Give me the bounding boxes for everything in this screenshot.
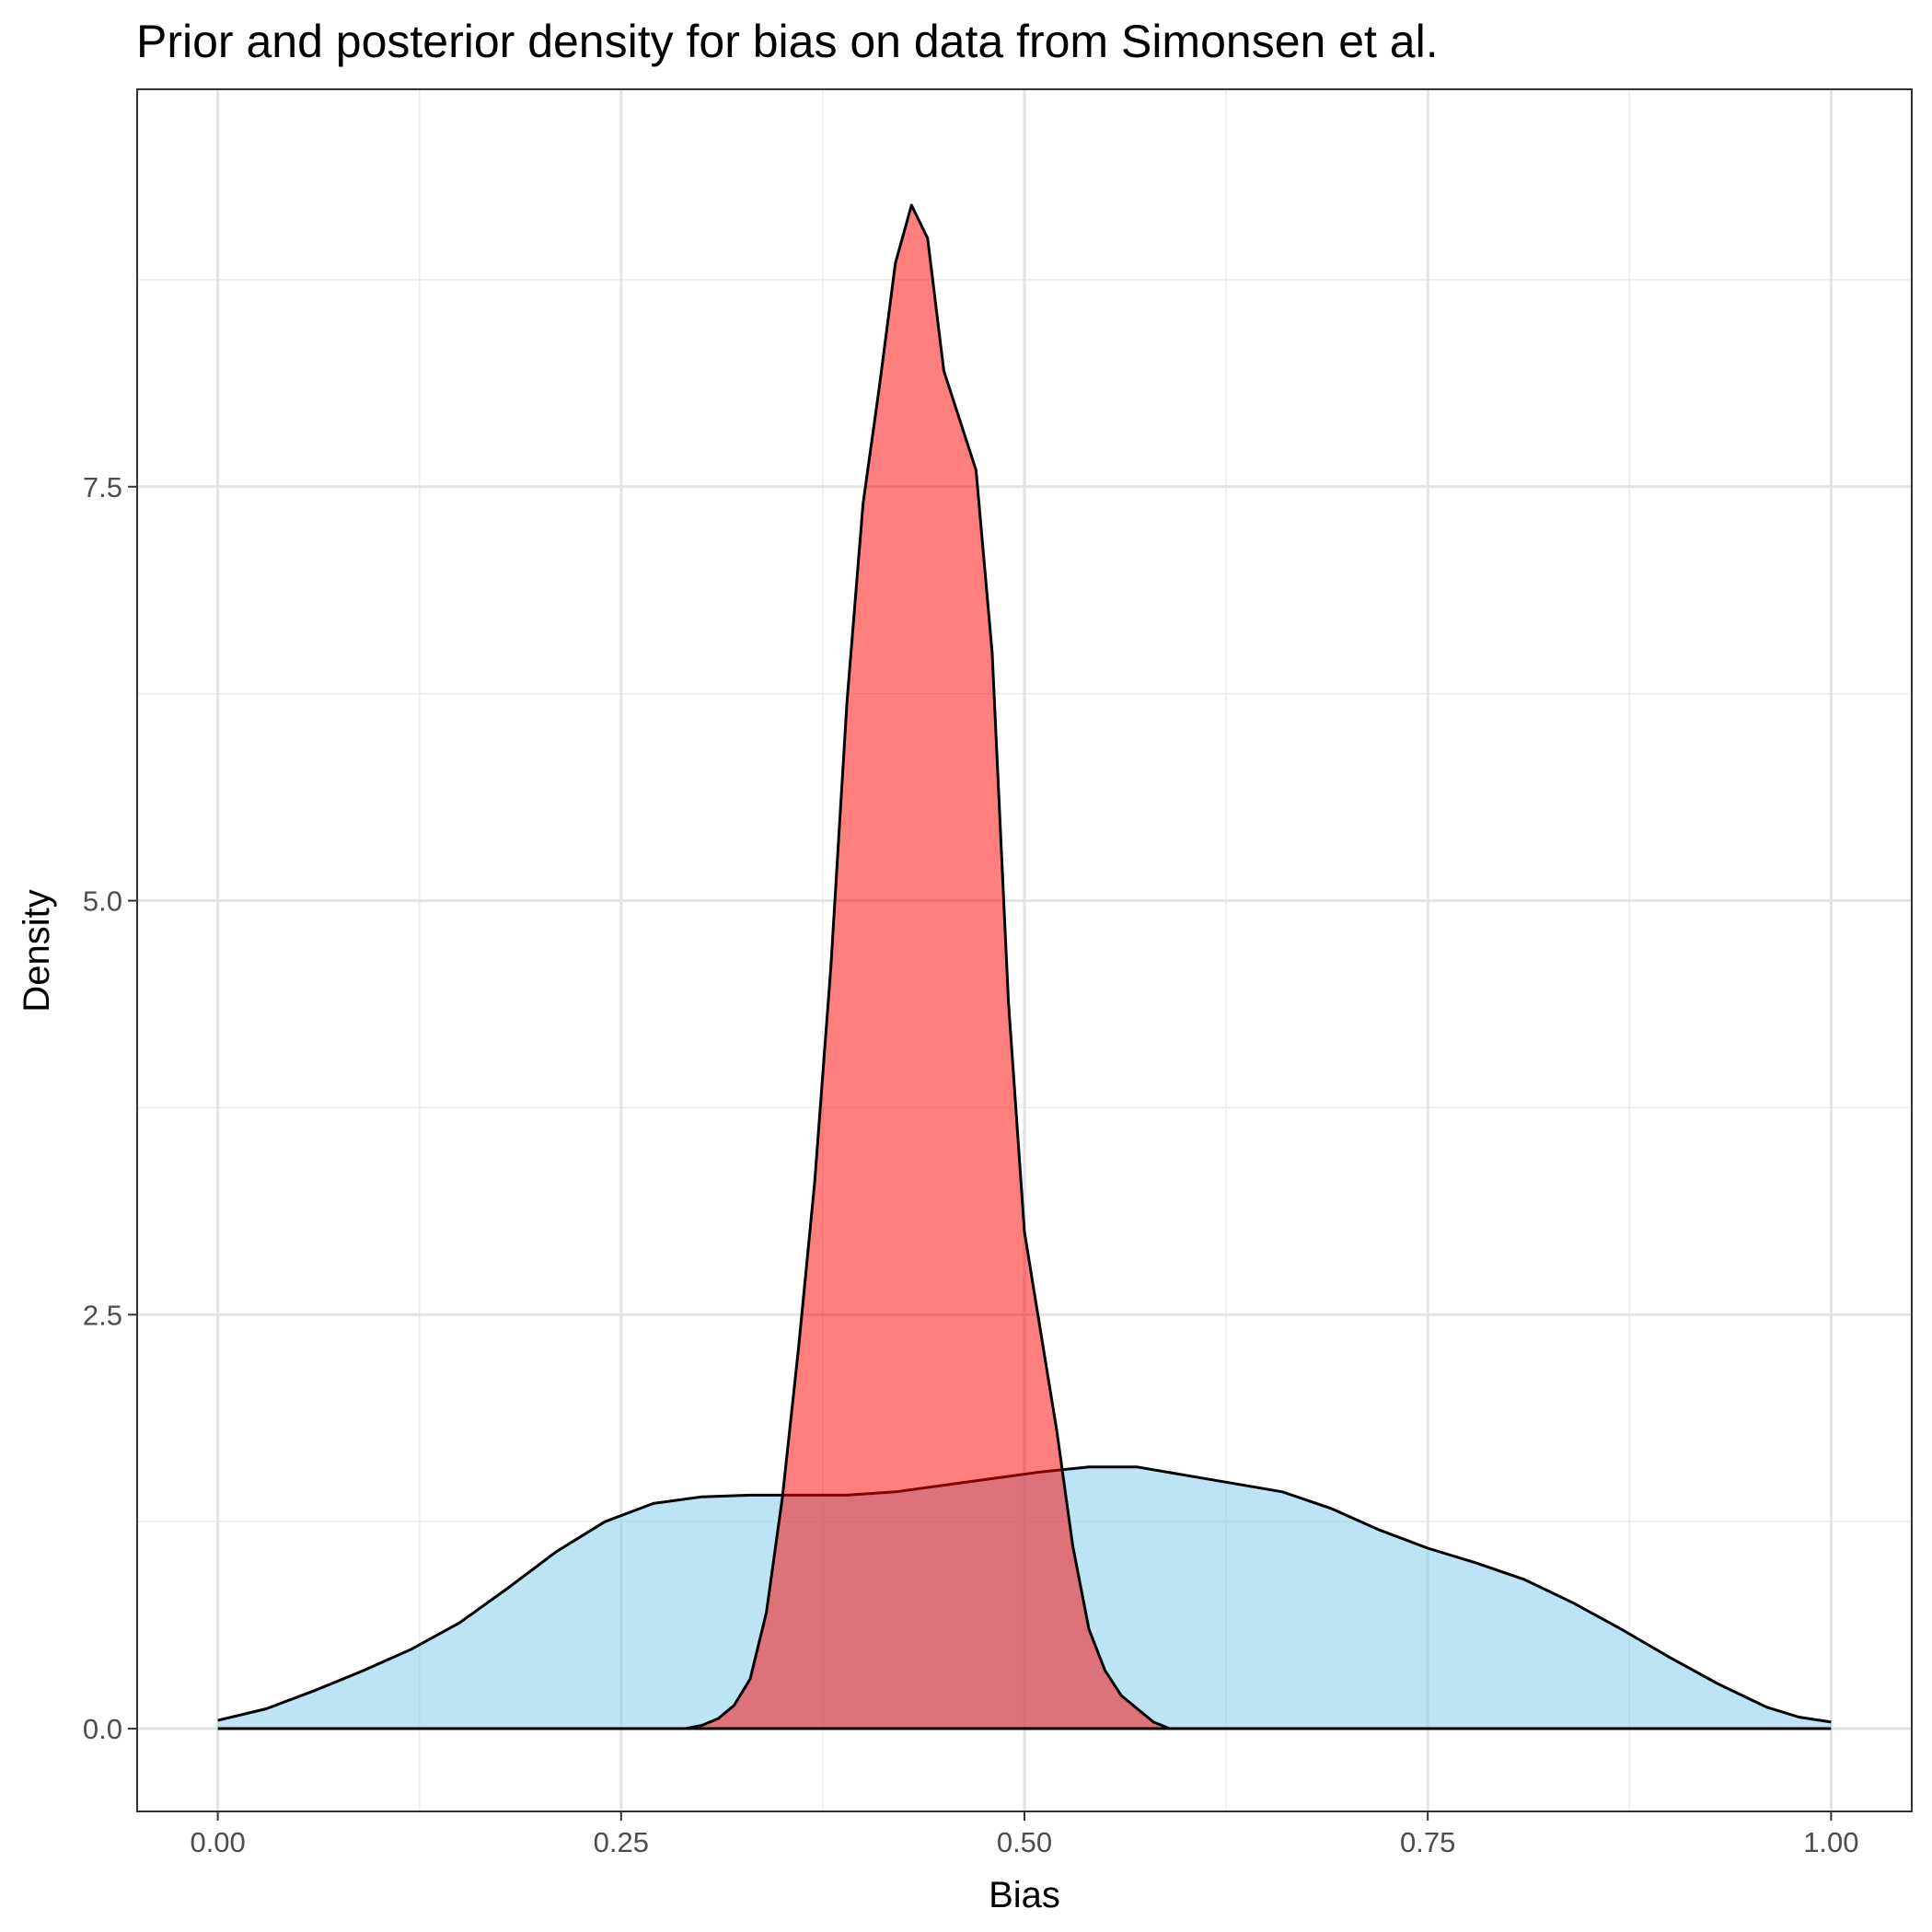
chart-title: Prior and posterior density for bias on … — [136, 16, 1439, 67]
x-tick-label: 1.00 — [1803, 1826, 1858, 1858]
posterior-density-area — [669, 204, 1170, 1729]
posterior-density-curve — [669, 203, 1171, 1730]
x-axis: 0.00 0.25 0.50 0.75 1.00 — [190, 1811, 1859, 1858]
y-axis: 0.0 2.5 5.0 7.5 — [83, 471, 137, 1745]
y-axis-title: Density — [17, 889, 57, 1012]
y-tick-label: 5.0 — [83, 885, 122, 918]
y-tick-label: 2.5 — [83, 1299, 122, 1331]
y-tick-label: 7.5 — [83, 471, 122, 503]
x-axis-title: Bias — [989, 1875, 1060, 1915]
density-series — [217, 203, 1832, 1730]
x-tick-label: 0.25 — [594, 1826, 649, 1858]
x-tick-label: 0.75 — [1400, 1826, 1455, 1858]
y-tick-label: 0.0 — [83, 1713, 122, 1745]
x-tick-label: 0.00 — [190, 1826, 245, 1858]
x-tick-label: 0.50 — [997, 1826, 1052, 1858]
